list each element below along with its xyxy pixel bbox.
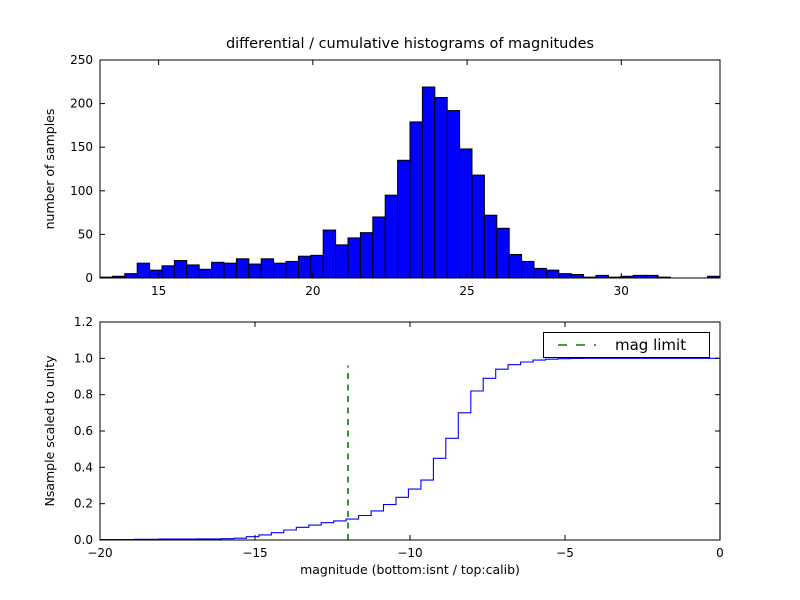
histogram-bar xyxy=(285,260,299,279)
histogram-bar xyxy=(161,265,175,279)
y-tick-label: 0.0 xyxy=(74,533,93,547)
histogram-bar xyxy=(421,86,436,279)
y-tick-label: 0.8 xyxy=(74,388,93,402)
x-tick-label: −5 xyxy=(556,546,574,560)
histogram-bar xyxy=(570,274,585,279)
histogram-bar xyxy=(459,148,473,279)
y-tick-label: 0.4 xyxy=(74,460,93,474)
histogram-bar xyxy=(223,262,237,279)
bottom-y-axis-label: Nsample scaled to unity xyxy=(42,355,57,507)
histogram-bar xyxy=(558,273,572,279)
y-tick-label: 0.6 xyxy=(74,424,93,438)
histogram-bar xyxy=(322,229,337,279)
histogram-bar xyxy=(335,244,349,279)
y-tick-label: 1.2 xyxy=(74,315,93,329)
histogram-bar xyxy=(483,214,498,279)
histogram-bar xyxy=(397,159,411,279)
histogram-bar xyxy=(508,253,523,279)
y-tick-label: 150 xyxy=(70,140,93,154)
y-tick-label: 100 xyxy=(70,184,93,198)
histogram-bar xyxy=(211,261,225,279)
x-tick-label: 0 xyxy=(716,546,724,560)
histogram-bar xyxy=(533,267,547,279)
top-y-axis-label: number of samples xyxy=(42,108,57,230)
x-tick-label: −15 xyxy=(242,546,267,560)
histogram-bar xyxy=(248,263,262,279)
histogram-bar xyxy=(124,273,138,279)
axes-frame xyxy=(99,59,721,279)
y-tick-label: 0.2 xyxy=(74,497,93,511)
x-tick-label: −10 xyxy=(397,546,422,560)
histogram-bar xyxy=(496,227,510,279)
x-tick-label: −20 xyxy=(87,546,112,560)
figure-title: differential / cumulative histograms of … xyxy=(225,36,595,52)
histogram-bar xyxy=(198,268,213,279)
histogram-bar xyxy=(471,174,485,279)
y-tick-label: 1.0 xyxy=(74,351,93,365)
x-axis-label: magnitude (bottom:isnt / top:calib) xyxy=(300,562,520,577)
histogram-bar xyxy=(434,97,448,279)
y-tick-label: 200 xyxy=(70,97,93,111)
histogram-bar xyxy=(384,194,399,279)
histogram-bar xyxy=(149,269,163,279)
legend-label: mag limit xyxy=(615,336,687,354)
x-tick-label: 30 xyxy=(614,284,629,298)
histogram-bar xyxy=(372,216,386,279)
x-tick-label: 15 xyxy=(151,284,166,298)
histogram-bar xyxy=(359,232,374,279)
legend-box: mag limit xyxy=(543,332,710,358)
y-tick-label: 250 xyxy=(70,53,93,67)
histogram-bar xyxy=(173,260,188,279)
y-tick-label: 0 xyxy=(85,271,93,285)
histogram-bar xyxy=(235,258,250,279)
histogram-bar xyxy=(446,110,461,279)
y-tick-label: 50 xyxy=(78,227,93,241)
histogram-bar xyxy=(521,260,535,279)
histogram-bar xyxy=(273,262,287,279)
histogram-bar xyxy=(260,258,275,279)
histogram-bar xyxy=(347,237,361,279)
x-tick-label: 20 xyxy=(305,284,320,298)
histogram-bar xyxy=(409,121,423,279)
histogram-bar xyxy=(297,255,312,279)
cumulative-curve xyxy=(100,357,721,541)
histogram-bar xyxy=(545,269,560,279)
legend-dash-icon xyxy=(558,344,596,346)
x-tick-label: 25 xyxy=(459,284,474,298)
histogram-bar xyxy=(136,262,151,279)
histogram-bar xyxy=(186,264,200,279)
